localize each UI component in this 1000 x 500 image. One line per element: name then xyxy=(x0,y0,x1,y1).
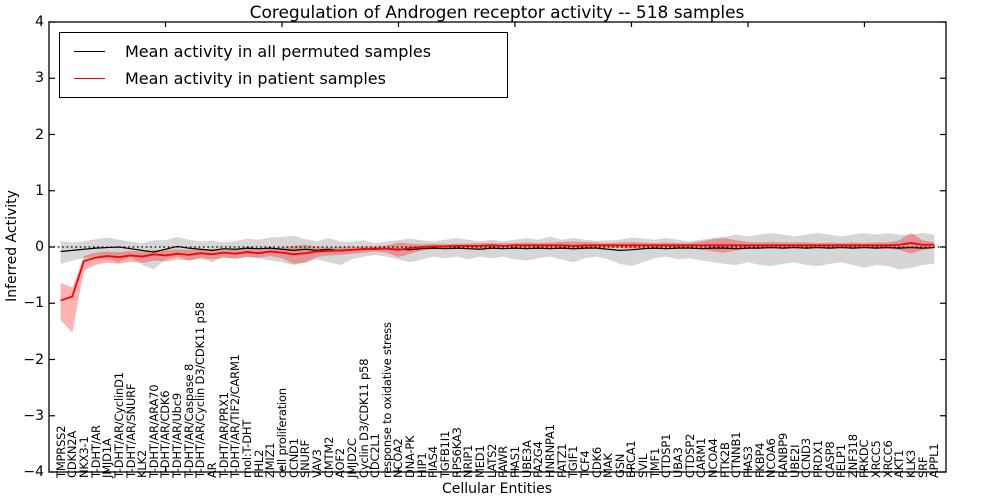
chart-title: Coregulation of Androgen receptor activi… xyxy=(249,3,745,23)
x-tick-label: T-DHT/AR/Cyclin D3/CDK11 p58 xyxy=(193,302,208,478)
y-tick-label: −3 xyxy=(23,407,44,424)
legend-item-permuted: Mean activity in all permuted samples xyxy=(60,42,507,61)
patient-band xyxy=(60,232,935,333)
permuted-line-swatch xyxy=(74,50,105,52)
legend-item-patient: Mean activity in patient samples xyxy=(60,69,507,88)
y-tick-label: 0 xyxy=(35,239,44,255)
y-tick-label: 3 xyxy=(35,70,44,87)
x-axis-label: Cellular Entities xyxy=(441,481,553,497)
legend: Mean activity in all permuted samples Me… xyxy=(59,32,508,98)
y-tick-label: 4 xyxy=(35,14,44,30)
y-tick-label: −4 xyxy=(23,464,44,480)
y-tick-label: 1 xyxy=(35,182,44,199)
y-tick-label: −2 xyxy=(23,351,44,368)
y-tick-label: 2 xyxy=(35,126,44,143)
legend-label-permuted: Mean activity in all permuted samples xyxy=(125,41,432,61)
patient-line xyxy=(60,242,935,302)
x-tick-label: APPL1 xyxy=(927,443,942,478)
y-tick-label: −1 xyxy=(23,295,44,312)
permuted-band xyxy=(60,232,935,270)
legend-label-patient: Mean activity in patient samples xyxy=(125,69,386,89)
permuted-line xyxy=(60,245,935,253)
patient-line-swatch xyxy=(74,78,105,80)
